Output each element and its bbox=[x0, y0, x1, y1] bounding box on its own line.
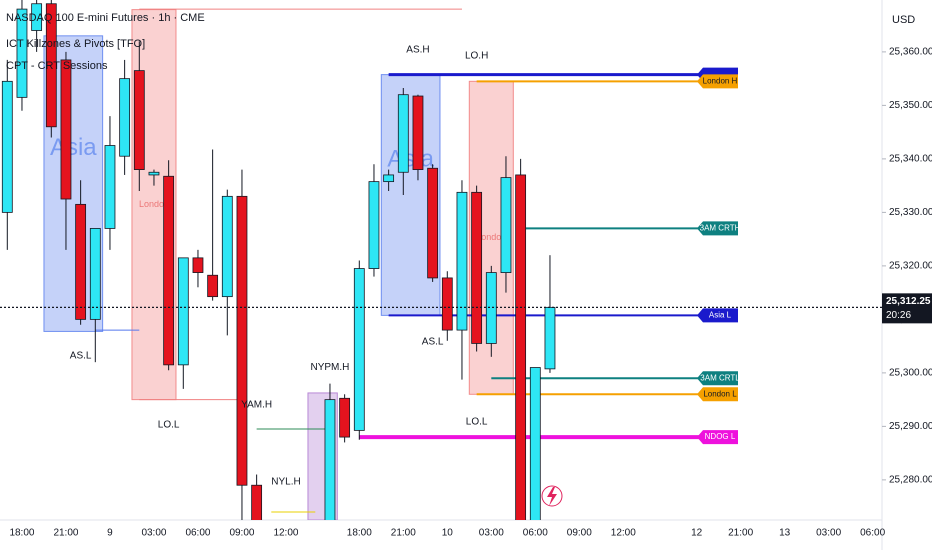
x-tick-label: 12 bbox=[691, 528, 703, 539]
level-tag bbox=[697, 387, 738, 402]
candle-body bbox=[397, 94, 409, 173]
y-tick-label: 25,350.00 bbox=[889, 100, 932, 111]
alert-icon bbox=[541, 485, 563, 507]
level-tag bbox=[697, 308, 738, 323]
annotation: AS.H bbox=[406, 44, 429, 55]
candle-body bbox=[45, 3, 57, 128]
annotation: YAM.H bbox=[241, 400, 272, 411]
session-label: London bbox=[139, 199, 169, 209]
annotation: LO.L bbox=[466, 417, 488, 428]
level-tag-label: 3AM CRTH bbox=[700, 224, 741, 233]
candle-body bbox=[163, 175, 175, 366]
plot: Asia London Asia London bbox=[0, 0, 882, 520]
y-tick-label: 25,290.00 bbox=[889, 421, 932, 432]
candle-body bbox=[31, 3, 43, 31]
candle-body bbox=[119, 78, 131, 157]
candle-body bbox=[368, 181, 380, 269]
candle-body bbox=[104, 145, 116, 229]
candle-body bbox=[192, 257, 204, 273]
candle-body bbox=[427, 167, 439, 279]
level-tag-label: London H bbox=[703, 76, 738, 85]
chart-title: NASDAQ 100 E-mini Futures · 1h · CME bbox=[6, 12, 205, 24]
x-tick-label: 03:00 bbox=[479, 528, 504, 539]
y-tick-label: 25,340.00 bbox=[889, 154, 932, 165]
candle-body bbox=[456, 191, 468, 331]
x-tick-label: 18:00 bbox=[9, 528, 34, 539]
last-price-label: 25,312.25 bbox=[886, 296, 931, 307]
candle-body bbox=[89, 228, 101, 320]
x-tick-label: 12:00 bbox=[273, 528, 298, 539]
x-tick-label: 06:00 bbox=[523, 528, 548, 539]
candle-body bbox=[412, 95, 424, 170]
y-tick-label: 25,320.00 bbox=[889, 261, 932, 272]
level-tag-label: NDOG L bbox=[705, 432, 736, 441]
candle-body bbox=[1, 80, 13, 213]
level-tag-label: 3AM CRTL bbox=[700, 373, 740, 382]
level-tag bbox=[697, 221, 738, 236]
candle-body bbox=[251, 484, 263, 520]
x-tick-label: 13 bbox=[779, 528, 791, 539]
candle-body bbox=[16, 8, 28, 98]
x-tick-label: 03:00 bbox=[816, 528, 841, 539]
annotation: LO.H bbox=[465, 51, 488, 62]
countdown: 20:26 bbox=[886, 310, 911, 321]
level-tag bbox=[697, 430, 738, 445]
candle-body bbox=[339, 397, 351, 438]
candle-body bbox=[485, 272, 497, 344]
candle-body bbox=[500, 177, 512, 273]
level-tag bbox=[697, 74, 738, 89]
candle-body bbox=[544, 306, 556, 370]
level-tag-label: London L bbox=[703, 389, 737, 398]
candle-body bbox=[353, 268, 365, 431]
indicator: CPT - CRT Sessions bbox=[6, 60, 108, 72]
x-tick-label: 03:00 bbox=[141, 528, 166, 539]
candle-body bbox=[148, 171, 160, 176]
x-tick-label: 21:00 bbox=[391, 528, 416, 539]
x-tick-label: 12:00 bbox=[611, 528, 636, 539]
level-tag bbox=[697, 371, 738, 386]
x-tick-label: 21:00 bbox=[53, 528, 78, 539]
annotation: AS.L bbox=[422, 336, 444, 347]
currency: USD bbox=[892, 14, 915, 26]
candle-body bbox=[515, 174, 527, 520]
candle-body bbox=[383, 174, 395, 183]
x-tick-label: 09:00 bbox=[567, 528, 592, 539]
candle-body bbox=[441, 277, 453, 331]
candle-body bbox=[529, 367, 541, 520]
annotation: NYL.H bbox=[271, 477, 300, 488]
last-price-tag bbox=[882, 293, 932, 324]
candle-body bbox=[324, 399, 336, 520]
x-tick-label: 06:00 bbox=[185, 528, 210, 539]
candle-body bbox=[177, 257, 189, 366]
x-tick-label: 10 bbox=[442, 528, 454, 539]
indicator: ICT Killzones & Pivots [TFO] bbox=[6, 38, 145, 50]
candle-body bbox=[221, 195, 233, 298]
candle-body bbox=[471, 191, 483, 344]
level-tag-label: Asia L bbox=[709, 310, 732, 319]
candle-body bbox=[75, 203, 87, 320]
annotation: AS.L bbox=[70, 350, 92, 361]
session-label: Asia bbox=[387, 145, 434, 172]
candle-body bbox=[60, 59, 72, 200]
x-tick-label: 21:00 bbox=[728, 528, 753, 539]
candle-body bbox=[133, 70, 145, 170]
y-tick-label: 25,300.00 bbox=[889, 368, 932, 379]
session-label: Asia bbox=[50, 134, 97, 161]
x-tick-label: 9 bbox=[107, 528, 113, 539]
y-tick-label: 25,330.00 bbox=[889, 207, 932, 218]
x-tick-label: 18:00 bbox=[347, 528, 372, 539]
annotation: NYPM.H bbox=[311, 362, 350, 373]
x-tick-label: 09:00 bbox=[229, 528, 254, 539]
candle-body bbox=[236, 195, 248, 486]
x-tick-label: 06:00 bbox=[860, 528, 885, 539]
candle-body bbox=[207, 274, 219, 298]
y-tick-label: 25,280.00 bbox=[889, 475, 932, 486]
overlay: NASDAQ 100 E-mini Futures · 1h · CME ICT… bbox=[6, 12, 932, 539]
session-label: London bbox=[476, 232, 506, 242]
annotation: LO.L bbox=[158, 419, 180, 430]
alert-icon bbox=[547, 487, 557, 506]
y-tick-label: 25,360.00 bbox=[889, 47, 932, 58]
